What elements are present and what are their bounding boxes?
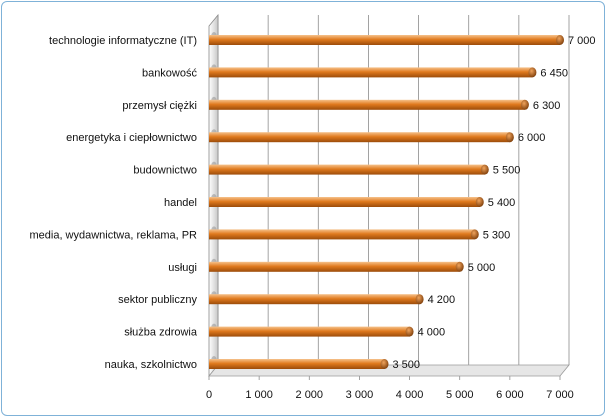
value-label: 5 000 (468, 262, 496, 274)
bar (209, 323, 414, 337)
x-tick-label: 1 000 (245, 389, 273, 401)
bar (209, 32, 564, 45)
category-labels: technologie informatyczne (IT) bankowość p… (29, 35, 197, 371)
category-label: bankowość (142, 67, 198, 79)
x-tick-label: 6 000 (496, 389, 524, 401)
category-label: nauka, szkolnictwo (105, 359, 197, 371)
value-label: 5 500 (493, 165, 521, 177)
bar (209, 194, 484, 207)
value-label: 4 000 (418, 327, 446, 339)
bar (209, 129, 514, 143)
value-label: 6 300 (533, 100, 561, 112)
x-tick-label: 3 000 (346, 389, 374, 401)
value-label: 5 400 (488, 197, 516, 209)
bar (209, 161, 489, 175)
category-label: sektor publiczny (118, 294, 197, 306)
x-axis-tick-labels: 0 1 000 2 000 3 000 4 000 5 000 6 000 7 000 (206, 389, 574, 401)
bar (209, 226, 479, 240)
value-labels: 7 000 6 450 6 300 6 000 5 500 5 400 5 300 5 000… (393, 35, 596, 371)
category-label: technologie informatyczne (IT) (49, 35, 197, 47)
category-label: przemysł ciężki (122, 100, 197, 112)
x-tick-label: 5 000 (446, 389, 474, 401)
category-label: służba zdrowia (124, 327, 198, 339)
value-label: 3 500 (393, 359, 421, 371)
bar (209, 258, 464, 272)
value-label: 6 000 (518, 132, 546, 144)
category-label: budownictwo (133, 165, 197, 177)
x-tick-label: 0 (206, 389, 212, 401)
category-label: handel (164, 197, 197, 209)
bar (209, 291, 424, 305)
x-tick-label: 2 000 (296, 389, 324, 401)
value-label: 7 000 (568, 35, 596, 47)
bar (209, 356, 389, 369)
category-label: media, wydawnictwa, reklama, PR (29, 229, 197, 241)
bar (209, 96, 529, 110)
bars (209, 32, 564, 369)
bar (209, 64, 537, 78)
value-label: 5 300 (483, 229, 511, 241)
value-label: 4 200 (428, 294, 456, 306)
category-label: energetyka i ciepłownictwo (66, 132, 197, 144)
category-label: usługi (168, 262, 197, 274)
value-label: 6 450 (540, 67, 568, 79)
x-tick-label: 4 000 (396, 389, 424, 401)
x-tick-label: 7 000 (546, 389, 574, 401)
